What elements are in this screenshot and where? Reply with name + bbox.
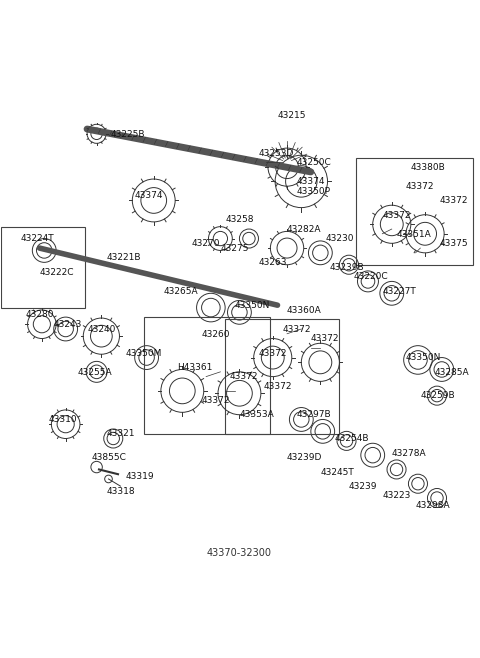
Text: 43319: 43319 — [125, 472, 154, 482]
Text: H43361: H43361 — [178, 363, 213, 372]
Text: 43250C: 43250C — [297, 158, 331, 167]
Text: 43374: 43374 — [135, 191, 163, 201]
Text: 43220C: 43220C — [354, 272, 388, 282]
Text: 43372: 43372 — [258, 349, 287, 357]
Text: 43263: 43263 — [258, 258, 287, 267]
Text: 43223: 43223 — [382, 492, 410, 500]
Bar — [1, 226, 84, 307]
Text: 43372: 43372 — [201, 396, 230, 405]
Text: 43275: 43275 — [220, 244, 249, 253]
Text: 43310: 43310 — [49, 415, 78, 424]
Text: 43380B: 43380B — [411, 163, 445, 172]
Text: 43282A: 43282A — [287, 225, 322, 234]
Text: 43372: 43372 — [230, 372, 258, 382]
Text: 43224T: 43224T — [21, 234, 54, 243]
Text: 43350N: 43350N — [406, 353, 442, 363]
Text: 43239D: 43239D — [287, 453, 323, 463]
Text: 43260: 43260 — [201, 330, 230, 338]
Text: 43372: 43372 — [282, 325, 311, 334]
Text: 43270: 43270 — [192, 239, 220, 248]
Text: 43350N: 43350N — [235, 301, 270, 310]
Text: 43321: 43321 — [106, 430, 134, 438]
Text: 43360A: 43360A — [287, 306, 322, 315]
Text: 43258: 43258 — [225, 215, 253, 224]
Text: 43370-32300: 43370-32300 — [207, 547, 272, 557]
Text: 43375: 43375 — [439, 239, 468, 248]
Text: 43245T: 43245T — [320, 468, 354, 476]
Text: 43221B: 43221B — [106, 253, 141, 263]
Text: 43372: 43372 — [382, 211, 411, 220]
Text: 43255A: 43255A — [78, 368, 112, 376]
Text: 43298A: 43298A — [416, 501, 450, 510]
Text: 43254B: 43254B — [335, 434, 369, 443]
Bar — [144, 317, 270, 434]
Text: 43239B: 43239B — [330, 263, 364, 272]
Text: 43240: 43240 — [87, 325, 116, 334]
Text: 43372: 43372 — [311, 334, 339, 343]
Text: 43372: 43372 — [406, 182, 434, 191]
Text: 43230: 43230 — [325, 234, 354, 243]
Text: 43297B: 43297B — [297, 411, 331, 419]
Bar — [356, 158, 473, 265]
Text: 43225B: 43225B — [111, 130, 145, 139]
Text: 43351A: 43351A — [396, 230, 432, 239]
Text: 43243: 43243 — [54, 320, 82, 329]
Text: 43372: 43372 — [263, 382, 292, 391]
Text: 43215: 43215 — [277, 111, 306, 120]
Text: 43280: 43280 — [25, 311, 54, 320]
Text: 43374: 43374 — [297, 177, 325, 186]
Text: 43353A: 43353A — [240, 411, 274, 419]
Text: 43855C: 43855C — [92, 453, 127, 463]
Text: 43350P: 43350P — [297, 187, 331, 195]
Text: 43253D: 43253D — [258, 149, 294, 158]
Text: 43350M: 43350M — [125, 349, 162, 357]
Text: 43285A: 43285A — [434, 368, 469, 376]
Text: 43227T: 43227T — [382, 287, 416, 295]
Text: 43222C: 43222C — [39, 268, 74, 276]
Text: 43239: 43239 — [349, 482, 377, 491]
Text: 43372: 43372 — [439, 196, 468, 205]
Text: 43265A: 43265A — [163, 287, 198, 295]
Text: 43259B: 43259B — [420, 392, 455, 401]
Text: 43278A: 43278A — [392, 449, 426, 457]
Text: 43318: 43318 — [106, 487, 135, 495]
